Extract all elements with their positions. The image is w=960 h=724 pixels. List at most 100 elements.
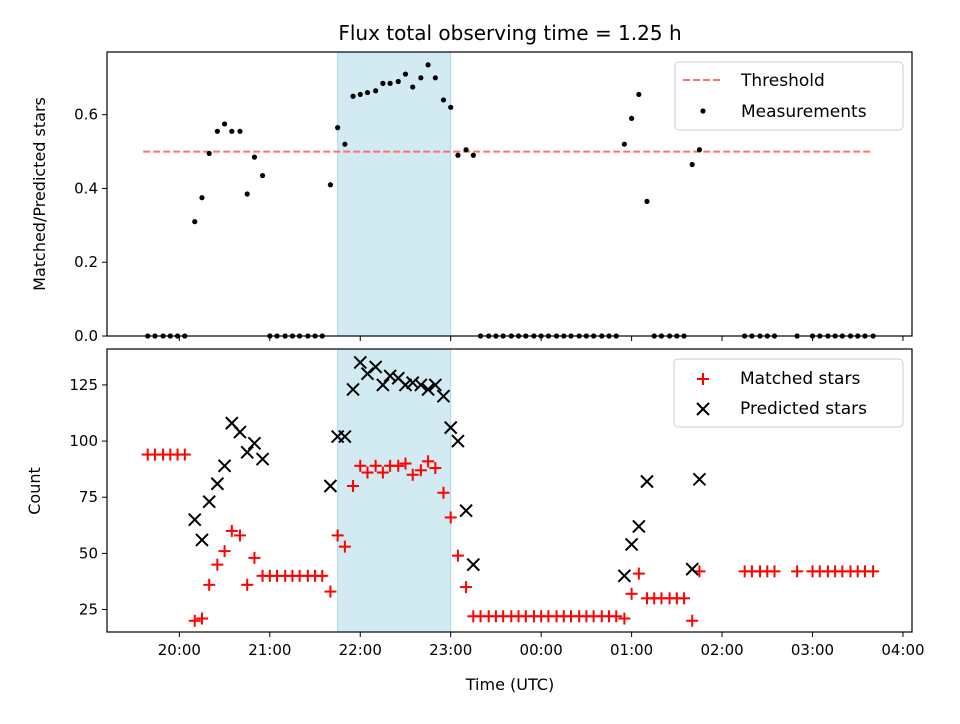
predicted-star-point: [217, 459, 232, 473]
x-tick-label: 04:00: [881, 641, 924, 659]
measurement-point: [636, 91, 642, 98]
measurement-point: [440, 97, 447, 103]
bottom-panel: 25 50 75 100 125 20:00 21:00 22:00 23:00 00:00 01:…: [25, 348, 925, 694]
matched-star-point: [392, 459, 405, 472]
measurement-point: [244, 191, 250, 197]
predicted-star-point: [459, 504, 473, 518]
predicted-star-point: [640, 474, 654, 489]
predicted-star-point: [202, 495, 216, 509]
matched-star-point: [241, 578, 254, 591]
measurement-point: [410, 84, 416, 90]
predicted-star-point: [421, 382, 435, 397]
measurement-point: [206, 150, 212, 157]
matched-star-point: [195, 612, 208, 625]
matched-star-point: [369, 459, 382, 472]
matched-star-point: [429, 462, 442, 475]
legend-threshold-label: Threshold: [740, 71, 825, 91]
predicted-star-point: [451, 434, 465, 448]
matched-star-point: [188, 614, 201, 627]
measurement-point: [644, 198, 650, 204]
matched-star-point: [625, 587, 638, 600]
x-tick-label: 03:00: [791, 641, 834, 659]
matched-star-point: [178, 448, 191, 461]
legend-measurements-swatch: [700, 108, 706, 114]
matched-star-point: [211, 558, 224, 571]
measurement-point: [470, 152, 476, 158]
matched-star-point: [460, 581, 473, 594]
measurement-point: [221, 121, 228, 127]
measurement-point: [455, 152, 461, 158]
matched-star-point: [338, 540, 351, 553]
matched-star-point: [414, 464, 427, 477]
bottom-legend-box: [673, 358, 904, 428]
legend-predicted-swatch: [696, 402, 710, 416]
bottom-y-tick-label: 125: [69, 376, 98, 394]
matched-star-point: [233, 529, 246, 542]
x-axis-label: Time (UTC): [465, 675, 554, 694]
measurement-point: [629, 115, 635, 121]
top-axes: 0.0 0.2 0.4 0.6: [74, 51, 913, 345]
measurement-point: [689, 161, 695, 168]
predicted-star-point: [323, 479, 338, 493]
top-y-tick-label: 0.0: [74, 327, 98, 345]
measurement-point: [448, 104, 454, 110]
chart-title: Flux total observing time = 1.25 h: [338, 21, 681, 45]
measurement-point: [402, 71, 409, 77]
predicted-star-point: [436, 389, 451, 403]
matched-star-point: [632, 567, 645, 580]
x-tick-label: 23:00: [429, 641, 472, 659]
matched-star-point: [867, 565, 880, 578]
measurement-point: [251, 154, 258, 160]
matched-star-point: [361, 466, 374, 479]
measurement-point: [357, 91, 363, 98]
measurement-point: [192, 219, 198, 225]
matched-star-point: [218, 545, 231, 558]
matched-star-point: [686, 614, 699, 627]
predicted-star-point: [240, 445, 254, 460]
predicted-star-point: [368, 360, 383, 374]
matched-star-point: [422, 455, 435, 468]
measurement-point: [199, 195, 205, 201]
matched-star-point: [376, 466, 389, 479]
matched-star-point: [347, 480, 360, 493]
top-y-tick-label: 0.4: [74, 179, 98, 197]
matched-star-point: [399, 457, 412, 470]
top-y-axis-label: Matched/Predicted stars: [30, 97, 49, 291]
measurement-point: [373, 88, 379, 94]
measurement-point: [327, 182, 334, 188]
predicted-star-point: [353, 355, 367, 370]
predicted-star-point: [338, 429, 352, 444]
top-axes-frame: [106, 51, 913, 337]
x-tick-label: 00:00: [520, 641, 563, 659]
x-tick-label: 20:00: [158, 641, 201, 659]
measurement-point: [214, 128, 220, 134]
bottom-y-tick-label: 25: [79, 601, 98, 619]
matched-star-point: [610, 610, 623, 623]
matched-star-point: [768, 565, 781, 578]
legend-matched-swatch: [697, 373, 709, 385]
legend-predicted-label: Predicted stars: [740, 399, 867, 419]
predicted-star-point: [685, 562, 699, 576]
measurement-point: [259, 172, 266, 179]
count-points: [141, 355, 880, 627]
measurement-point: [342, 141, 348, 147]
predicted-star-point: [398, 378, 413, 392]
predicted-star-point: [692, 472, 707, 486]
predicted-star-point: [414, 378, 428, 392]
legend-matched-label: Matched stars: [740, 369, 860, 389]
matched-star-point: [225, 524, 238, 537]
bottom-y-tick-label: 50: [79, 544, 98, 562]
predicted-star-point: [210, 477, 225, 491]
bottom-y-tick-label: 100: [69, 432, 98, 450]
matched-star-point: [451, 549, 464, 562]
matched-star-point: [791, 565, 804, 578]
matched-star-point: [406, 468, 419, 481]
predicted-star-point: [632, 519, 646, 534]
top-y-tick-label: 0.6: [74, 106, 98, 124]
measurement-point: [380, 80, 386, 86]
predicted-star-point: [346, 382, 360, 397]
measurement-point: [463, 147, 469, 153]
predicted-star-point: [428, 378, 443, 392]
x-tick-label: 22:00: [339, 641, 382, 659]
measurement-point: [229, 128, 235, 134]
